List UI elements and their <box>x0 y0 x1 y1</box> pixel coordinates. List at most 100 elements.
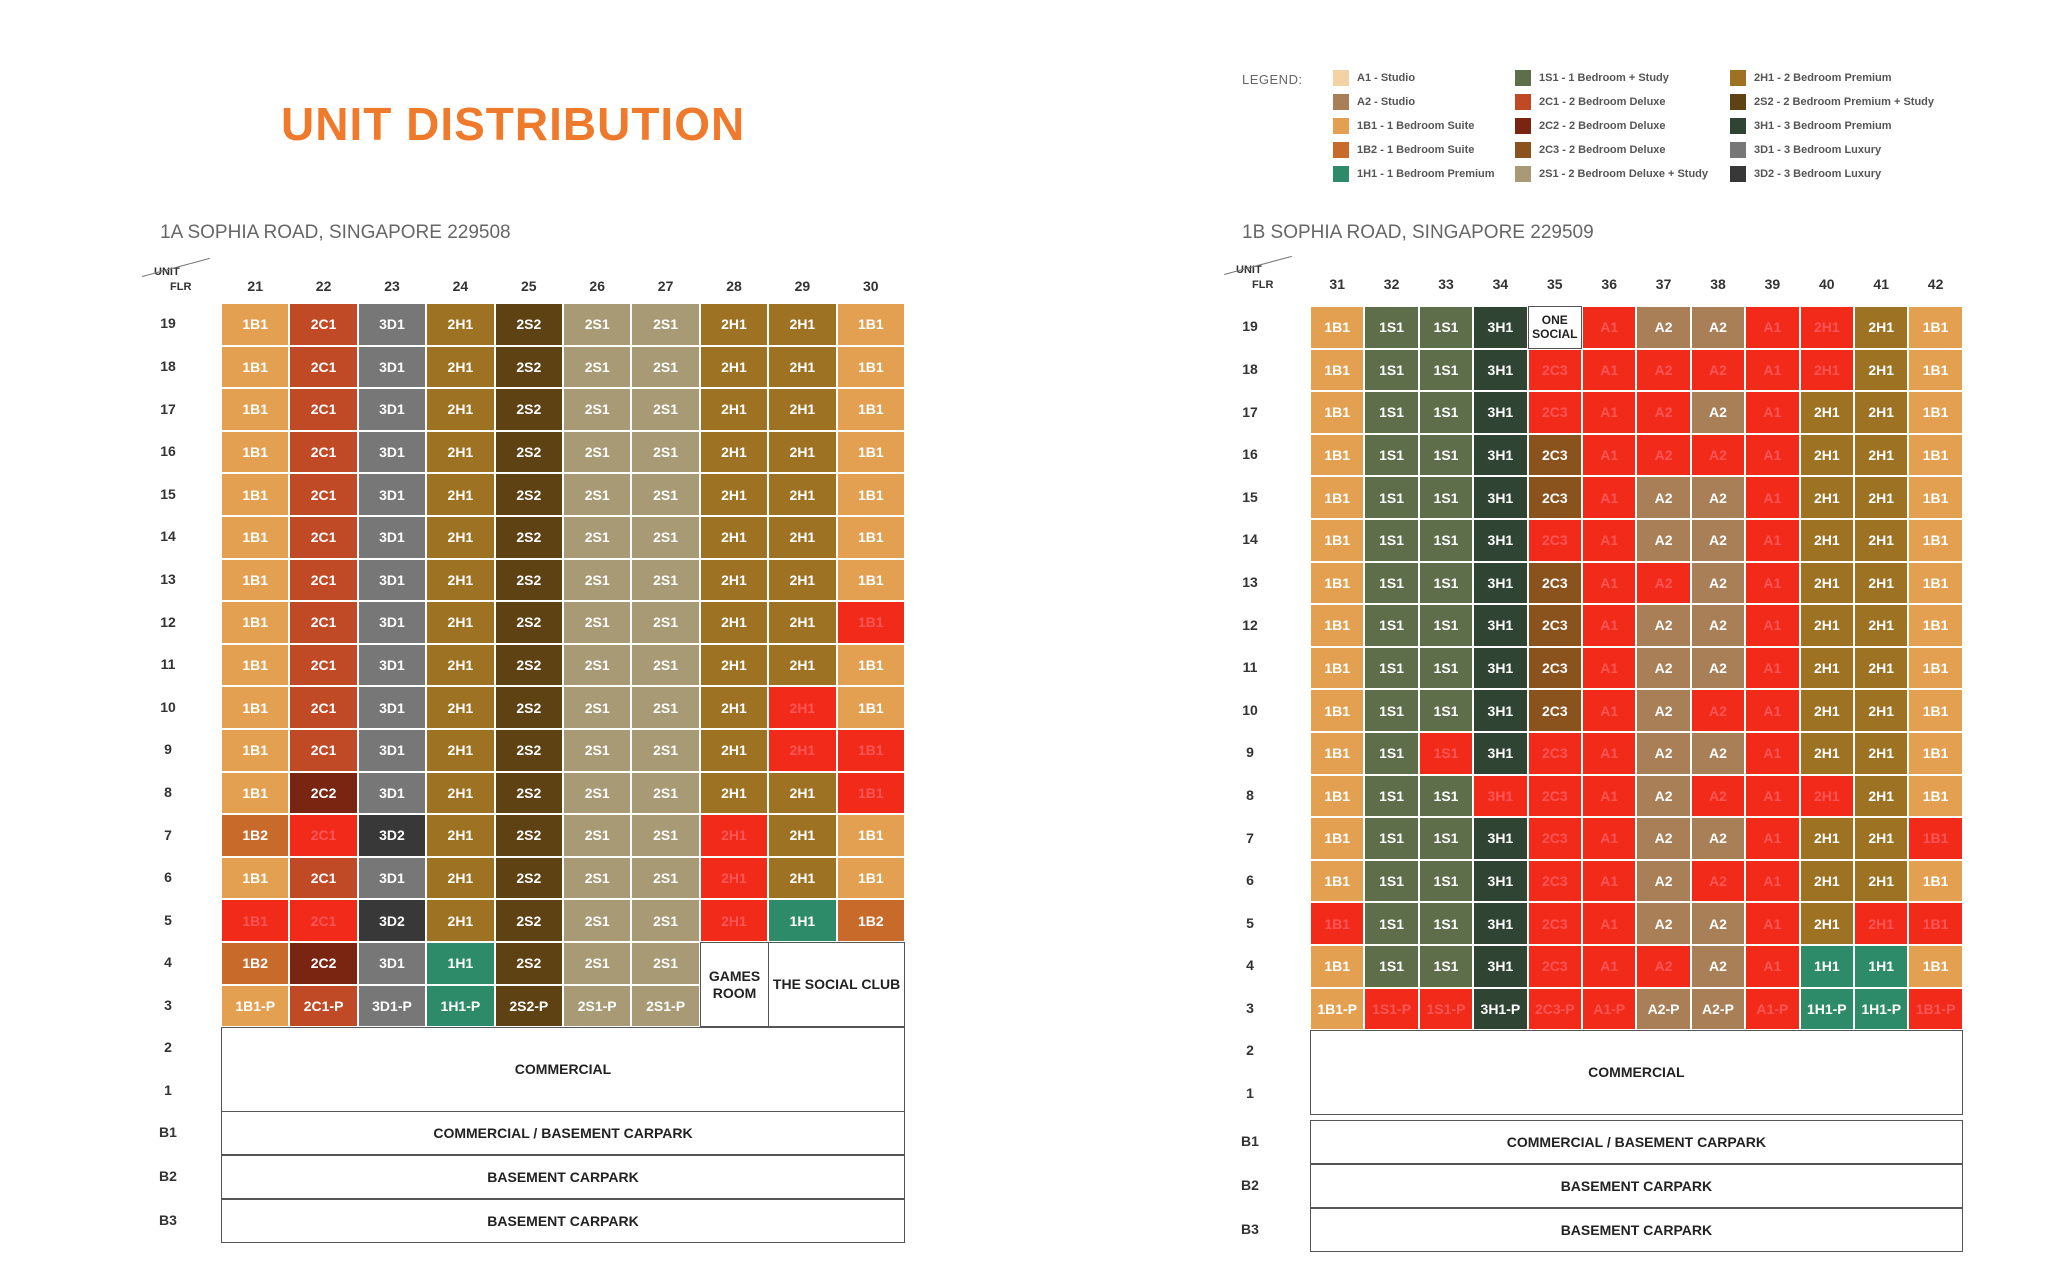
unit-cell: 1B1 <box>1310 774 1365 818</box>
unit-cell: 2H1 <box>1799 859 1854 903</box>
unit-cell: 1H1 <box>1854 945 1909 988</box>
floor-number: 17 <box>1242 403 1258 420</box>
unit-cell: 2H1 <box>426 729 495 772</box>
unit-cell: 1B1 <box>1310 902 1365 945</box>
unit-cell: 3H1 <box>1473 391 1528 434</box>
unit-cell: 2H1 <box>1799 732 1854 775</box>
unit-number: 33 <box>1438 276 1454 292</box>
floor-number: 3 <box>164 996 172 1013</box>
legend-item-2c1: 2C1 - 2 Bedroom Deluxe <box>1515 94 1666 110</box>
unit-cell: 1S1 <box>1418 945 1474 988</box>
floor-number: B2 <box>1241 1177 1259 1193</box>
unit-cell: 1B1 <box>221 601 290 644</box>
unit-cell: 1B1-P <box>221 984 290 1028</box>
legend-item-label: 2C3 - 2 Bedroom Deluxe <box>1539 144 1666 156</box>
unit-cell: 2S1 <box>631 558 700 602</box>
unit-cell: 2H1 <box>768 643 837 687</box>
unit-cell: A2 <box>1690 391 1746 434</box>
unit-cell: 2S1 <box>631 388 700 431</box>
unit-cell: 3D1 <box>357 345 427 389</box>
unit-cell: 2H1 <box>426 388 495 431</box>
unit-cell: 2S2 <box>494 814 563 857</box>
legend-item-label: A1 - Studio <box>1357 72 1416 84</box>
unit-number: 25 <box>521 278 537 294</box>
unit-cell: 2C1-P <box>289 984 358 1028</box>
unit-cell: 1B1 <box>221 558 290 602</box>
legend-item-3d2: 3D2 - 3 Bedroom Luxury <box>1730 166 1881 182</box>
unit-cell: 3H1 <box>1473 902 1528 945</box>
floor-number: 18 <box>1242 360 1258 377</box>
unit-cell: A2 <box>1636 902 1691 945</box>
unit-cell: 2H1 <box>1799 433 1854 477</box>
unit-cell: 1S1 <box>1364 945 1419 988</box>
unit-cell: 2H1 <box>1799 902 1854 945</box>
unit-cell: 2C3 <box>1527 476 1582 519</box>
unit-cell: A2 <box>1690 561 1746 605</box>
unit-cell: A2 <box>1690 604 1746 647</box>
unit-cell: A2 <box>1690 859 1746 903</box>
legend-item-2c3: 2C3 - 2 Bedroom Deluxe <box>1515 142 1666 158</box>
floor-number: 2 <box>164 1039 172 1056</box>
unit-cell: 3H1 <box>1473 945 1528 988</box>
unit-cell: 2C1 <box>289 899 358 942</box>
floor-number: 8 <box>1246 786 1254 803</box>
legend-item-label: 1S1 - 1 Bedroom + Study <box>1539 72 1669 84</box>
floor-number: 15 <box>1242 488 1258 505</box>
unit-cell: A1 <box>1582 859 1637 903</box>
unit-cell: 1B1 <box>1310 817 1365 860</box>
legend-item-label: 2S1 - 2 Bedroom Deluxe + Study <box>1539 168 1709 180</box>
unit-cell: 1S1 <box>1418 774 1474 818</box>
unit-cell: 2H1 <box>1854 646 1909 690</box>
building-a-address: 1A SOPHIA ROAD, SINGAPORE 229508 <box>160 222 511 243</box>
unit-cell: 1B1 <box>836 856 905 900</box>
unit-cell: A1 <box>1582 476 1637 519</box>
unit-cell: 2S2 <box>494 388 563 431</box>
floor-number: 1 <box>164 1082 172 1099</box>
unit-cell: A1 <box>1745 689 1800 732</box>
unit-cell: A1 <box>1582 604 1637 647</box>
unit-cell: 1B1 <box>836 771 905 815</box>
unit-cell: 2C3 <box>1527 902 1582 945</box>
unit-cell: 2C3 <box>1527 391 1582 434</box>
unit-cell: 2H1 <box>426 516 495 559</box>
unit-number: 35 <box>1547 276 1563 292</box>
unit-cell: 1S1-P <box>1418 987 1474 1031</box>
unit-cell: 1B1 <box>221 856 290 900</box>
unit-cell: 2C3-P <box>1527 987 1582 1031</box>
unit-cell: 1B1 <box>1908 391 1963 434</box>
unit-cell: 1B1 <box>221 303 290 346</box>
unit-cell: 2S1 <box>563 729 632 772</box>
unit-cell: 1B1 <box>1310 646 1365 690</box>
unit-cell: 2C2 <box>289 942 358 985</box>
unit-floor-header: UNIT FLR <box>1224 255 1292 302</box>
floor-number: 12 <box>1242 616 1258 633</box>
legend-swatch <box>1730 70 1746 86</box>
unit-cell: 2H1 <box>1799 817 1854 860</box>
unit-cell: 1B1 <box>1908 817 1963 860</box>
legend-item-label: A2 - Studio <box>1357 96 1416 108</box>
unit-cell: 2S1 <box>631 771 700 815</box>
floor-number: 9 <box>1246 744 1254 761</box>
unit-cell: A2 <box>1690 817 1746 860</box>
unit-cell: 1B1 <box>1310 689 1365 732</box>
floor-number: B1 <box>1241 1133 1259 1149</box>
floor-number: 5 <box>1246 914 1254 931</box>
unit-cell: 2H1 <box>1799 774 1854 818</box>
unit-cell: 2S1 <box>563 345 632 389</box>
unit-cell: 2S1 <box>563 771 632 815</box>
unit-cell: 3D1 <box>357 516 427 559</box>
unit-cell: 2S2 <box>494 430 563 474</box>
unit-cell: A2 <box>1690 902 1746 945</box>
unit-number: 24 <box>452 278 469 294</box>
unit-cell: 1S1 <box>1364 348 1419 392</box>
unit-cell: 3H1 <box>1473 476 1528 519</box>
unit-cell: 1S1 <box>1364 519 1419 562</box>
unit-cell: 2C3 <box>1527 817 1582 860</box>
unit-cell: 2H1 <box>699 643 769 687</box>
unit-cell: A1 <box>1745 646 1800 690</box>
unit-label: UNIT <box>1236 264 1262 276</box>
unit-cell: A2 <box>1690 348 1746 392</box>
unit-cell: 1B2 <box>836 899 905 942</box>
basement-carpark-b2: BASEMENT CARPARK <box>221 1155 905 1199</box>
floor-number: 2 <box>1246 1042 1254 1059</box>
